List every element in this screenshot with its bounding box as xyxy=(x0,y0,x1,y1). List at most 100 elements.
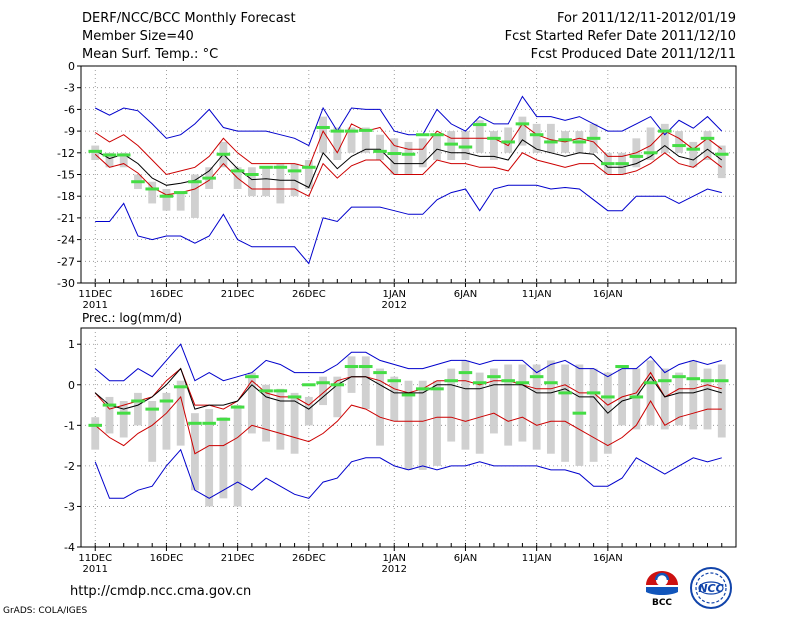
prec-median-mark xyxy=(487,375,501,379)
forecast-start-date: Fcst Started Refer Date 2011/12/10 xyxy=(504,29,736,44)
prec-ytick-label: -4 xyxy=(64,541,75,554)
temp-lower-line xyxy=(94,152,723,197)
prec-xtick-label: 26DEC xyxy=(292,553,326,564)
prec-spread-bar xyxy=(632,368,641,430)
temp-ytick-label: -9 xyxy=(64,125,75,138)
grads-credit: GrADS: COLA/IGES xyxy=(3,606,88,616)
prec-mean-line xyxy=(94,367,722,414)
prec-spread-bar xyxy=(176,380,185,446)
prec-median-mark xyxy=(202,421,216,425)
temp-spread-bar xyxy=(490,131,498,161)
temp-ytick-label: 0 xyxy=(68,60,75,73)
temp-median-mark xyxy=(273,165,288,169)
prec-spread-bar xyxy=(247,372,256,434)
prec-xtick-label: 1JAN xyxy=(383,553,406,564)
temp-median-mark xyxy=(88,149,103,153)
prec-spread-bar xyxy=(689,360,698,430)
temp-median-mark xyxy=(401,152,416,156)
temp-spread-bar xyxy=(119,152,128,168)
prec-median-mark xyxy=(544,381,558,385)
prec-spread-bar xyxy=(390,376,399,422)
prec-spread-bar xyxy=(660,368,669,430)
prec-median-mark xyxy=(601,395,615,399)
temp-median-mark xyxy=(700,136,715,140)
temp-spread-bar xyxy=(176,192,185,211)
temp-median-mark xyxy=(116,153,131,157)
temp-spread-bar xyxy=(504,127,513,153)
prec-median-mark xyxy=(472,381,487,385)
temp-spread-bar xyxy=(304,160,313,189)
temp-ytick-label: -15 xyxy=(57,169,75,182)
temp-spread-bar xyxy=(404,141,413,175)
temp-spread-bar xyxy=(247,167,256,197)
prec-median-mark xyxy=(686,377,701,381)
prec-median-mark xyxy=(658,379,672,383)
prec-spread-bar xyxy=(347,356,356,393)
prec-xtick-label: 16DEC xyxy=(150,553,184,564)
prec-xtick-label: 6JAN xyxy=(454,553,477,564)
temp-median-mark xyxy=(544,140,558,144)
temp-ytick-label: -24 xyxy=(57,234,75,247)
prec-median-mark xyxy=(586,391,601,395)
prec-spread-bar xyxy=(134,392,142,426)
temp-spread-bar xyxy=(475,120,484,153)
prec-xtick-year-label: 2011 xyxy=(83,564,108,575)
temp-spread-bar xyxy=(546,123,555,153)
temp-median-mark xyxy=(359,128,373,132)
temp-xtick-year-label: 2011 xyxy=(83,300,108,311)
temp-median-mark xyxy=(344,129,359,133)
footer-url: http://cmdp.ncc.cma.gov.cn xyxy=(70,584,252,599)
temp-median-mark xyxy=(230,169,245,173)
prec-spread-bar xyxy=(490,368,498,434)
prec-ytick-label: -2 xyxy=(64,460,75,473)
prec-spread-bar xyxy=(361,356,370,410)
temp-ytick-label: -21 xyxy=(57,212,75,225)
prec-spread-bar xyxy=(504,364,513,446)
prec-spread-bar xyxy=(589,368,598,462)
prec-median-mark xyxy=(230,405,245,409)
temp-spread-bar xyxy=(148,181,157,204)
temp-xtick-year-label: 2012 xyxy=(382,300,407,311)
prec-max-line xyxy=(94,343,722,382)
prec-median-mark xyxy=(415,387,430,391)
temp-ytick-label: -12 xyxy=(57,147,75,160)
temp-median-mark xyxy=(159,194,174,198)
prec-spread-bar xyxy=(646,360,655,426)
prec-median-mark xyxy=(458,371,473,375)
temp-spread-bar xyxy=(162,188,171,211)
temp-median-mark xyxy=(102,153,117,157)
prec-spread-bar xyxy=(219,417,228,499)
temp-ytick-label: -3 xyxy=(64,82,75,95)
prec-xtick-label: 21DEC xyxy=(221,553,255,564)
prec-spread-bar xyxy=(703,368,712,430)
prec-median-mark xyxy=(102,403,117,407)
prec-min-line xyxy=(94,448,722,499)
temp-spread-bar xyxy=(333,127,342,161)
temp-xtick-label: 16JAN xyxy=(593,289,623,300)
temp-xtick-label: 11JAN xyxy=(522,289,552,300)
prec-median-mark xyxy=(131,399,145,403)
temp-median-mark xyxy=(131,180,145,184)
prec-spread-bar xyxy=(105,396,114,434)
prec-median-mark xyxy=(643,381,658,385)
prec-median-mark xyxy=(515,381,530,385)
temp-median-mark xyxy=(245,173,259,176)
temp-median-mark xyxy=(373,149,387,153)
temp-median-mark xyxy=(287,169,302,173)
prec-spread-bar xyxy=(233,405,242,507)
temp-median-mark xyxy=(458,145,473,149)
temp-median-mark xyxy=(415,133,430,137)
prec-ytick-label: -3 xyxy=(64,500,75,513)
temp-median-mark xyxy=(387,152,402,156)
temp-spread-bar xyxy=(390,138,399,175)
temp-spread-bar xyxy=(518,116,527,146)
prec-spread-bar xyxy=(91,417,100,450)
prec-spread-bar xyxy=(276,388,285,450)
prec-median-mark xyxy=(159,399,174,403)
prec-xtick-year-label: 2012 xyxy=(382,564,407,575)
temp-median-mark xyxy=(586,136,601,140)
temp-ytick-label: -18 xyxy=(57,190,75,203)
temp-median-mark xyxy=(629,154,644,158)
prec-spread-bar xyxy=(475,372,484,454)
temp-spread-bar xyxy=(376,134,384,161)
